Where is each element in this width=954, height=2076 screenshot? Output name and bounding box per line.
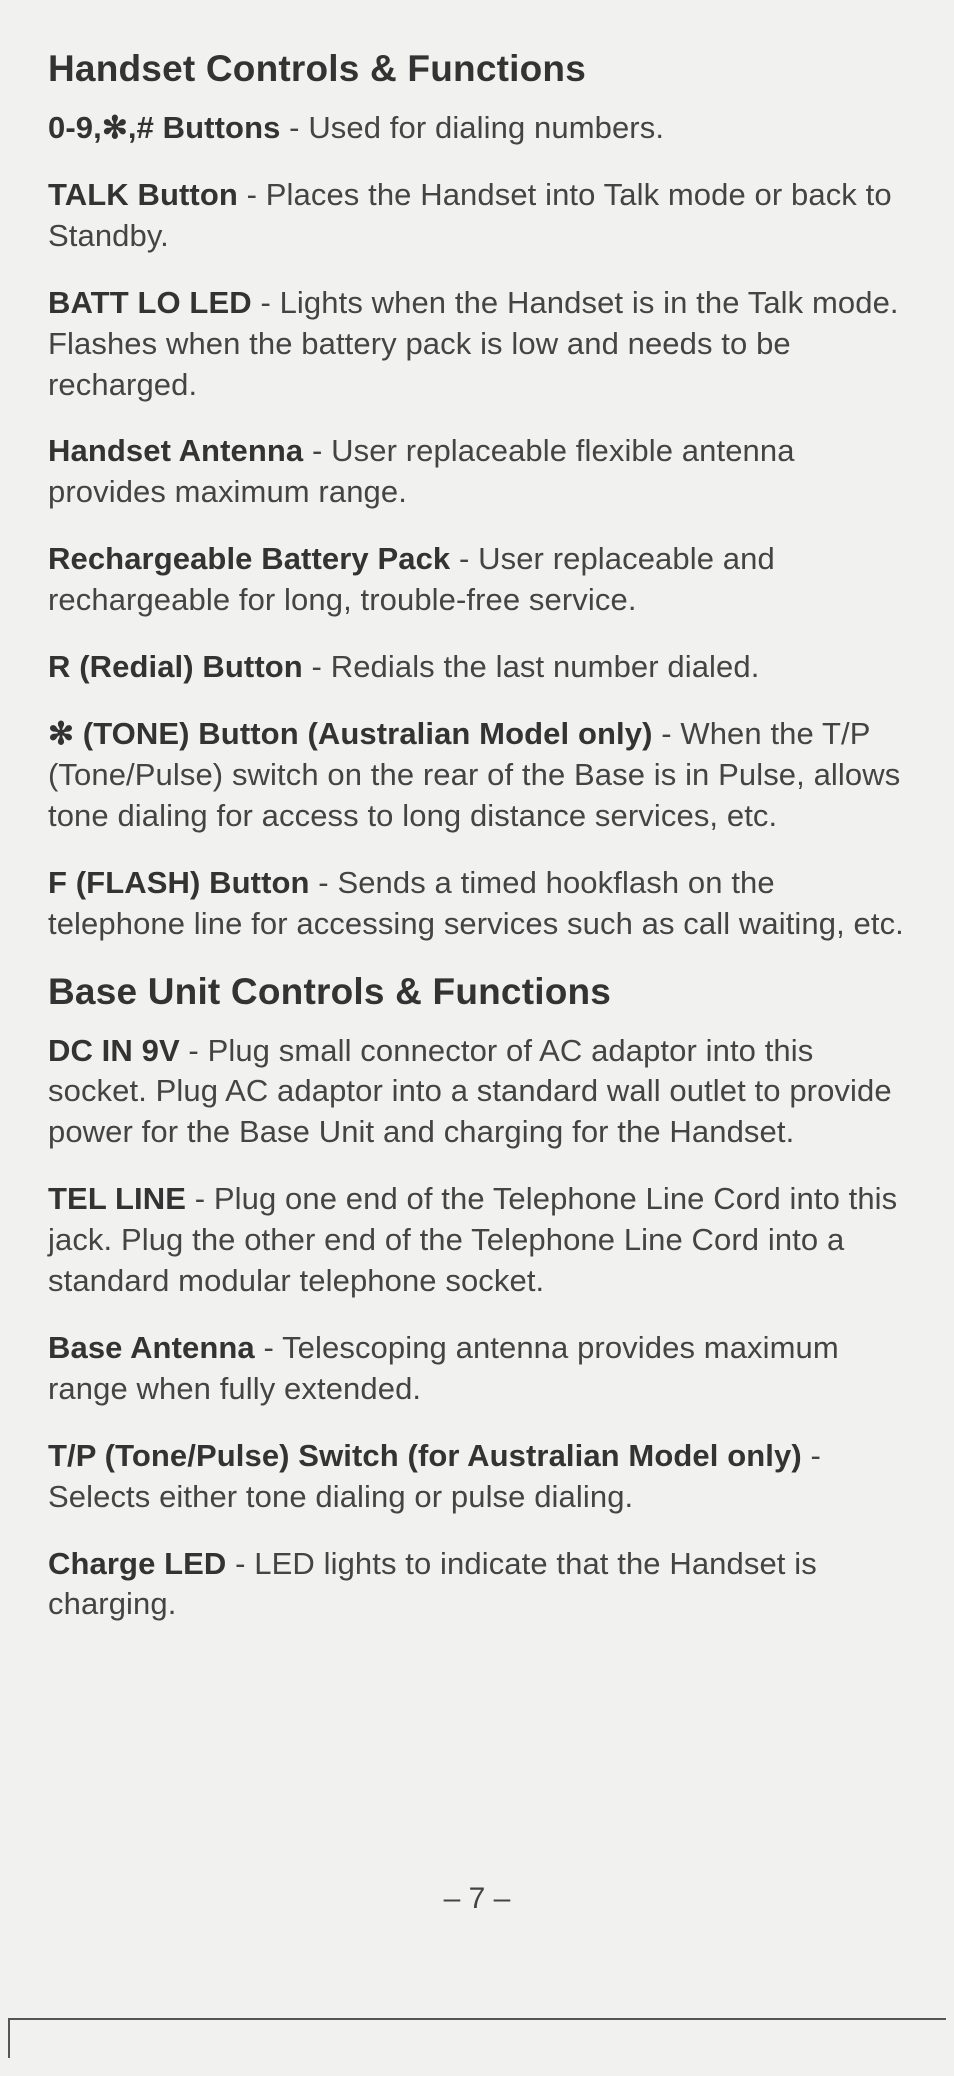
entry-tel-line: TEL LINE - Plug one end of the Telephone… [48,1179,906,1302]
term: BATT LO LED [48,285,252,320]
term: TEL LINE [48,1181,186,1216]
sep: - [450,541,478,576]
desc: Selects either tone dialing or pulse dia… [48,1479,633,1514]
entry-base-antenna: Base Antenna - Telescoping antenna provi… [48,1328,906,1410]
term: TALK Button [48,177,238,212]
term: R (Redial) Button [48,649,303,684]
sep: - [280,110,308,145]
term: DC IN 9V [48,1033,180,1068]
entry-flash: F (FLASH) Button - Sends a timed hookfla… [48,863,906,945]
entry-battery-pack: Rechargeable Battery Pack - User replace… [48,539,906,621]
term: ✻ (TONE) Button (Australian Model only) [48,716,653,751]
sep: - [180,1033,208,1068]
term: F (FLASH) Button [48,865,310,900]
sep: - [255,1330,282,1365]
sep: - [252,285,280,320]
sep: - [238,177,266,212]
desc: Used for dialing numbers. [308,110,664,145]
term: Rechargeable Battery Pack [48,541,450,576]
section-heading-base: Base Unit Controls & Functions [48,971,906,1013]
page-number: – 7 – [0,1882,954,1916]
section-heading-handset: Handset Controls & Functions [48,48,906,90]
entry-dc-in: DC IN 9V - Plug small connector of AC ad… [48,1031,906,1154]
footer-border [8,2018,946,2058]
sep: - [303,433,331,468]
sep: - [186,1181,214,1216]
entry-tone: ✻ (TONE) Button (Australian Model only) … [48,714,906,837]
sep: - [303,649,331,684]
sep: - [310,865,338,900]
term: 0-9,✻,# Buttons [48,110,280,145]
entry-batt-lo: BATT LO LED - Lights when the Handset is… [48,283,906,406]
entry-tp-switch: T/P (Tone/Pulse) Switch (for Australian … [48,1436,906,1518]
entry-charge-led: Charge LED - LED lights to indicate that… [48,1544,906,1626]
page-content: Handset Controls & Functions 0-9,✻,# But… [48,48,906,1625]
entry-redial: R (Redial) Button - Redials the last num… [48,647,906,688]
entry-talk: TALK Button - Places the Handset into Ta… [48,175,906,257]
entry-buttons: 0-9,✻,# Buttons - Used for dialing numbe… [48,108,906,149]
sep: - [226,1546,254,1581]
sep: - [802,1438,821,1473]
term: Charge LED [48,1546,226,1581]
term: T/P (Tone/Pulse) Switch (for Australian … [48,1438,802,1473]
sep: - [653,716,681,751]
term: Base Antenna [48,1330,255,1365]
entry-antenna: Handset Antenna - User replaceable flexi… [48,431,906,513]
term: Handset Antenna [48,433,303,468]
desc: Redials the last number dialed. [331,649,760,684]
